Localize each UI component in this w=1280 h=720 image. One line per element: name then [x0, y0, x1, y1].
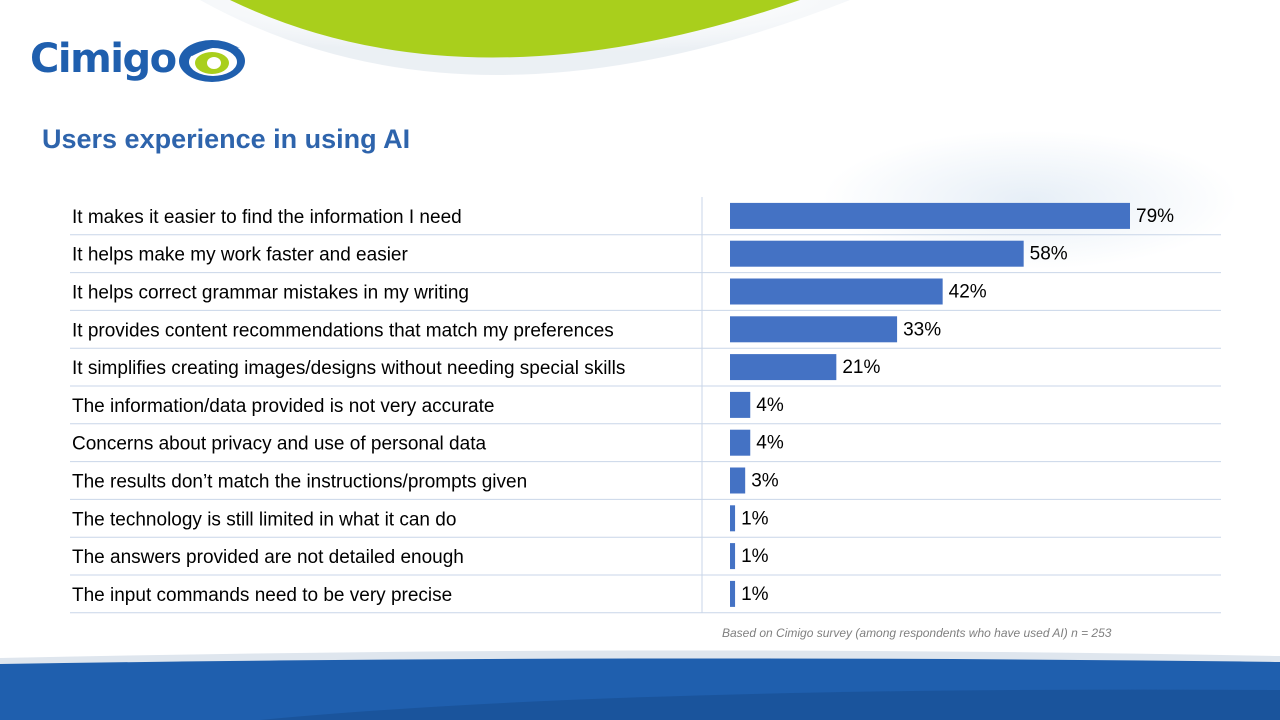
value-label: 1%	[741, 584, 769, 605]
bar	[730, 467, 746, 494]
footer-band	[0, 650, 1280, 720]
value-label: 4%	[756, 395, 784, 416]
category-label: The information/data provided is not ver…	[72, 396, 494, 417]
value-label: 79%	[1136, 206, 1174, 227]
bar	[730, 505, 736, 532]
bar	[730, 391, 751, 418]
category-label: It provides content recommendations that…	[72, 320, 614, 341]
bar-chart: It makes it easier to find the informati…	[70, 197, 1221, 614]
eye-icon	[179, 40, 245, 82]
category-label: The technology is still limited in what …	[72, 509, 456, 530]
bar	[730, 278, 943, 305]
category-label: The input commands need to be very preci…	[72, 585, 452, 606]
category-label: The results don’t match the instructions…	[72, 472, 527, 493]
value-label: 3%	[751, 471, 779, 492]
green-arc-decoration	[200, 0, 850, 75]
category-label: It helps correct grammar mistakes in my …	[72, 283, 469, 304]
value-label: 4%	[756, 433, 784, 454]
value-label: 21%	[842, 357, 880, 378]
value-label: 58%	[1030, 244, 1068, 265]
category-label: Concerns about privacy and use of person…	[72, 434, 486, 455]
value-label: 33%	[903, 319, 941, 340]
value-label: 42%	[949, 282, 987, 303]
footnote: Based on Cimigo survey (among respondent…	[722, 626, 1112, 640]
bar	[730, 580, 736, 607]
page-title: Users experience in using AI	[42, 124, 411, 154]
value-label: 1%	[741, 508, 769, 529]
category-label: It makes it easier to find the informati…	[72, 207, 462, 228]
bar	[730, 316, 898, 343]
bar	[730, 240, 1024, 267]
category-label: The answers provided are not detailed en…	[72, 547, 464, 568]
bar	[730, 429, 751, 456]
logo-wordmark: Cimigo	[30, 36, 177, 82]
bar	[730, 354, 837, 381]
bar	[730, 202, 1130, 229]
value-label: 1%	[741, 546, 769, 567]
category-label: It simplifies creating images/designs wi…	[72, 358, 625, 379]
category-label: It helps make my work faster and easier	[72, 245, 408, 266]
bar	[730, 543, 736, 570]
